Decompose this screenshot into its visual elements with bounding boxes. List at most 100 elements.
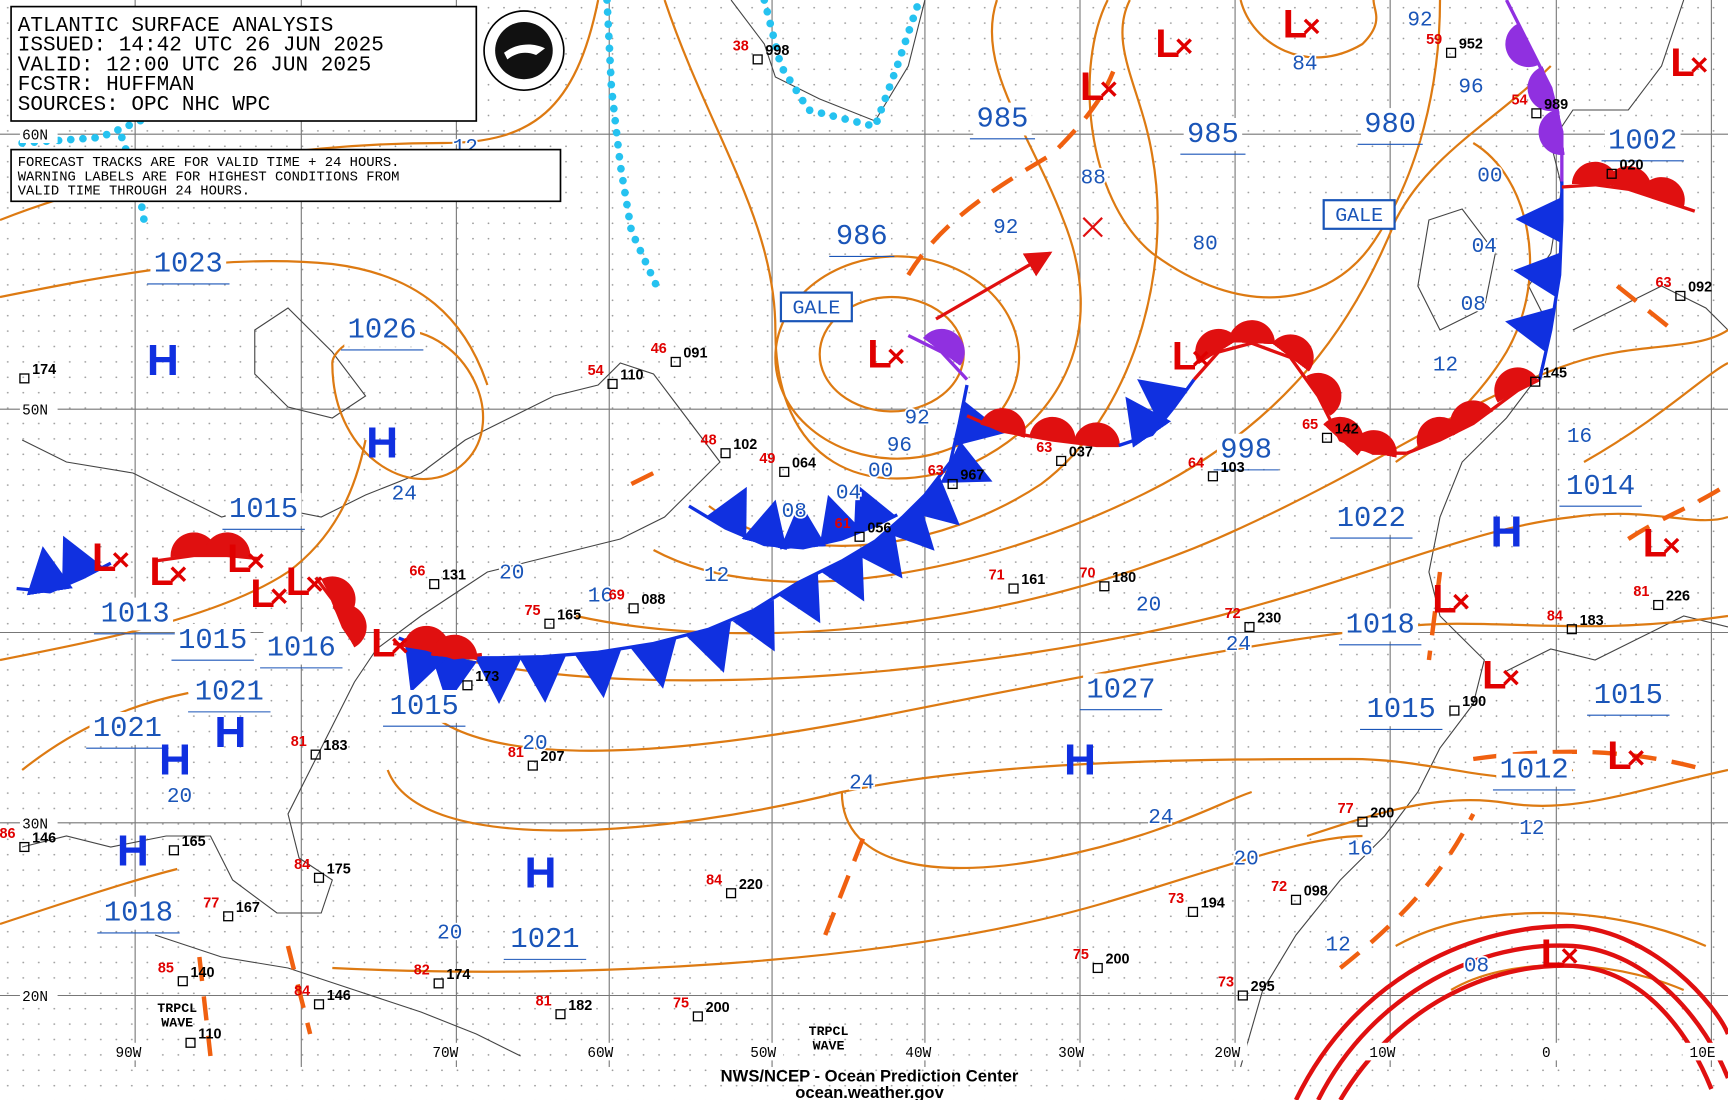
- low-center: L: [867, 333, 891, 377]
- station-pressure: 146: [32, 831, 56, 847]
- station-marker: [168, 845, 180, 856]
- low-center: L: [1172, 335, 1196, 379]
- station-pressure: 200: [1370, 805, 1394, 821]
- station-marker: [1675, 290, 1686, 301]
- center-label-bg: [1363, 693, 1440, 727]
- station-marker: [1653, 599, 1664, 611]
- center-pressure: 1015: [1367, 693, 1436, 726]
- station-temperature: 72: [1271, 879, 1287, 895]
- center-label-bg: [1604, 124, 1681, 158]
- lat-label: 50N: [22, 404, 48, 420]
- lon-label-box: [1207, 1042, 1248, 1061]
- station-temperature: 54: [588, 363, 604, 379]
- storm-track-band-part: [1338, 963, 1714, 1100]
- header-line: ATLANTIC SURFACE ANALYSIS: [18, 15, 334, 38]
- isobars-part: [1239, 0, 1378, 59]
- station-temperature: 75: [673, 996, 689, 1012]
- fronts-part: [314, 576, 367, 648]
- low-x: [248, 553, 264, 569]
- isobar-label: 20: [1234, 849, 1259, 872]
- header-line: VALID: 12:00 UTC 26 JUN 2025: [18, 54, 372, 77]
- low-center: L: [250, 572, 274, 616]
- station-temperature: 73: [1218, 975, 1234, 991]
- center-pressure: 1014: [1566, 470, 1635, 503]
- station-pressure: 182: [568, 998, 592, 1014]
- low-center: L: [1080, 65, 1104, 109]
- station-marker: [19, 841, 30, 853]
- lon-label: 10W: [1369, 1046, 1395, 1062]
- tropical-wave-word: WAVE: [161, 1015, 193, 1030]
- station-marker: [947, 478, 958, 490]
- station-temperature: 75: [525, 603, 541, 619]
- isobar-label: 84: [1292, 53, 1317, 76]
- lon-label: 50W: [750, 1046, 776, 1062]
- low-center: L: [1607, 734, 1631, 778]
- lat-label: 30N: [22, 817, 48, 833]
- low-x: [170, 566, 187, 582]
- fronts-part: [1192, 320, 1407, 458]
- station-marker: [313, 872, 325, 883]
- station-temperature: 59: [1426, 32, 1442, 48]
- station-pressure: 142: [1335, 421, 1359, 437]
- center-label-bg: [832, 220, 892, 254]
- station-marker: [1290, 894, 1302, 905]
- header-text: ATLANTIC SURFACE ANALYSIS ISSUED: 14:42 …: [18, 15, 1019, 1100]
- station-pressure: 165: [557, 607, 581, 623]
- station-marker: [555, 1009, 566, 1020]
- low-center: L: [371, 622, 395, 666]
- lon-label: 10E: [1690, 1046, 1716, 1062]
- station-pressure: 103: [1221, 460, 1245, 476]
- troughs-part: [1472, 749, 1707, 773]
- isobar-label: 16: [1348, 839, 1373, 862]
- header-box-part: [504, 44, 545, 60]
- low-center: L: [227, 537, 251, 581]
- isobar-label: 08: [1464, 955, 1489, 978]
- station-temperature: 86: [0, 826, 16, 842]
- station-marker: [177, 976, 188, 987]
- station-marker: [1099, 581, 1110, 592]
- station-temperature: 72: [1225, 606, 1241, 622]
- station-temperature: 84: [706, 872, 722, 888]
- warning-label: GALE: [792, 297, 840, 320]
- low-x: [1628, 750, 1644, 766]
- coastlines-part: [154, 934, 521, 1057]
- center-label-bg: [1333, 501, 1410, 535]
- center-label-bg: [1590, 678, 1667, 712]
- station-temperature: 84: [1547, 608, 1563, 624]
- lon-label-box: [108, 1042, 149, 1061]
- low-center: L: [1670, 41, 1694, 85]
- lon-label-box: [1362, 1042, 1403, 1061]
- troughs-part: [1338, 813, 1476, 970]
- center-label-bg: [1083, 673, 1159, 707]
- station-marker: [1445, 47, 1457, 58]
- high-center: H: [366, 419, 398, 468]
- isobars-part: [0, 439, 367, 662]
- station-marker: [1321, 432, 1333, 443]
- center-pressure: 1026: [348, 314, 417, 347]
- isobar-label: 96: [887, 435, 912, 458]
- labels: 60N 50N 30N 20N 90W 70W 60W 50W 40W 30W 20W 10W 0 10E…: [0, 3, 1723, 1062]
- station-marker: [433, 978, 444, 989]
- fronts-part: [1561, 161, 1696, 213]
- station-temperature: 71: [989, 568, 1005, 584]
- fronts-part: [1505, 181, 1564, 380]
- station-pressure: 161: [1021, 572, 1045, 588]
- station-marker: [429, 579, 440, 590]
- center-pressure: 1015: [229, 493, 298, 526]
- tropical-wave-word: TRPCL: [809, 1024, 849, 1039]
- station-temperature: 63: [928, 463, 944, 479]
- lon-label-box: [743, 1042, 784, 1061]
- station-pressure: 200: [1105, 952, 1129, 968]
- isobar-label: 08: [1461, 294, 1486, 317]
- center-label-bg: [386, 689, 463, 723]
- center-pressure: 1022: [1337, 502, 1406, 535]
- lon-label: 30W: [1058, 1046, 1084, 1062]
- lon-label: 20W: [1214, 1046, 1240, 1062]
- station-pressure: 110: [198, 1026, 221, 1042]
- station-pressure: 226: [1666, 589, 1690, 605]
- isobar-label: 12: [704, 565, 729, 588]
- isobars-part: [1088, 0, 1442, 299]
- low-center: L: [1482, 654, 1506, 698]
- station-temperature: 54: [1511, 93, 1527, 109]
- fronts-part: [1406, 367, 1541, 455]
